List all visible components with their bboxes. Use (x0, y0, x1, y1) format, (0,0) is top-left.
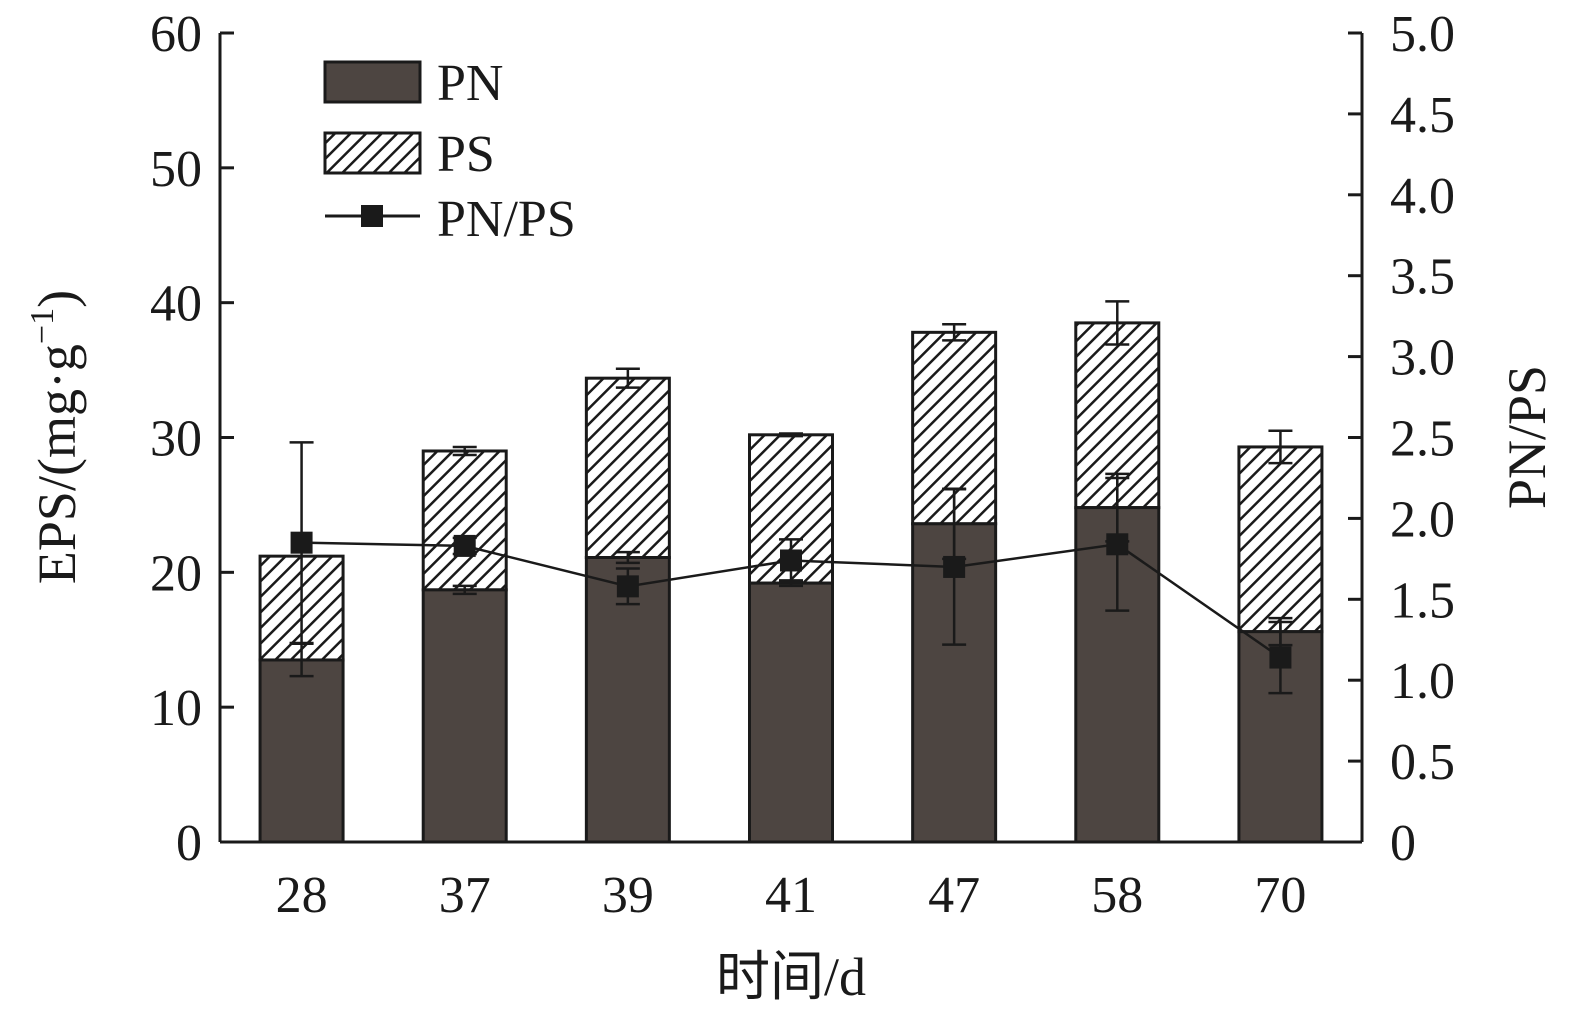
right-tick-label-4.5: 4.5 (1390, 87, 1455, 144)
x-tick-label-41: 41 (765, 867, 817, 924)
right-tick-label-2.5: 2.5 (1390, 411, 1455, 468)
legend-marker-pnps (361, 205, 383, 227)
right-tick-label-4.0: 4.0 (1390, 168, 1455, 225)
left-axis-title-close: ) (27, 290, 87, 308)
left-axis-title: EPS/(mg·g−1) (24, 290, 87, 584)
right-tick-label-1.5: 1.5 (1390, 572, 1455, 629)
error-total-41 (779, 432, 803, 438)
error-pn-39 (615, 550, 640, 565)
error-total-58 (1105, 300, 1130, 346)
legend: PN PS PN/PS (323, 55, 576, 248)
left-tick-label-50: 50 (150, 141, 202, 198)
legend-swatch-ps (323, 131, 422, 175)
legend-label-pnps: PN/PS (437, 191, 576, 248)
left-axis-title-main: EPS/(mg·g (27, 344, 87, 584)
left-tick-label-40: 40 (150, 276, 202, 333)
error-total-39 (615, 367, 640, 389)
right-tick-label-0: 0 (1390, 815, 1416, 872)
error-total-37 (452, 445, 477, 457)
bar-ps-70 (1237, 445, 1324, 634)
error-pn-37 (452, 584, 477, 596)
x-tick-label-28: 28 (276, 867, 328, 924)
x-tick-label-58: 58 (1091, 867, 1143, 924)
left-tick-label-10: 10 (150, 680, 202, 737)
right-tick-label-0.5: 0.5 (1390, 734, 1455, 791)
error-total-47 (942, 322, 967, 342)
right-tick-label-1.0: 1.0 (1390, 653, 1455, 710)
right-tick-label-3.0: 3.0 (1390, 330, 1455, 387)
bar-ps-37 (421, 449, 508, 592)
bar-pn-41 (748, 581, 834, 844)
bar-pn-37 (421, 588, 508, 844)
x-tick-label-39: 39 (602, 867, 654, 924)
error-total-70 (1268, 429, 1293, 465)
x-tick-label-47: 47 (928, 867, 980, 924)
x-axis-title: 时间/d (716, 947, 866, 1007)
pnps-point-70 (1269, 646, 1292, 669)
pnps-point-47 (943, 555, 966, 578)
legend-swatch-pn (323, 60, 422, 104)
x-tick-label-70: 70 (1254, 867, 1306, 924)
tick-labels: 0 10 20 30 40 50 60 0 0.5 1.0 1.5 2.0 2.5 3.0 3.5 4.0 4.… (150, 6, 1455, 924)
x-tick-label-37: 37 (439, 867, 491, 924)
legend-label-pn: PN (437, 55, 503, 112)
pnps-point-41 (780, 549, 802, 572)
bar-pn-28 (258, 658, 345, 844)
right-tick-label-2.0: 2.0 (1390, 491, 1455, 548)
right-tick-label-5.0: 5.0 (1390, 6, 1455, 63)
pnps-point-58 (1106, 533, 1129, 556)
legend-label-ps: PS (437, 126, 495, 183)
pnps-point-28 (290, 531, 313, 554)
right-axis-title: PN/PS (1497, 365, 1557, 509)
left-axis-title-sup: −1 (24, 308, 61, 344)
left-tick-label-60: 60 (150, 6, 202, 63)
right-tick-label-3.5: 3.5 (1390, 249, 1455, 306)
bar-ps-39 (584, 376, 671, 560)
left-tick-label-20: 20 (150, 545, 202, 602)
left-tick-label-30: 30 (150, 411, 202, 468)
left-tick-label-0: 0 (176, 815, 202, 872)
pnps-point-39 (616, 575, 639, 598)
ratio-line-layer (289, 441, 1293, 695)
pnps-point-37 (453, 534, 476, 557)
